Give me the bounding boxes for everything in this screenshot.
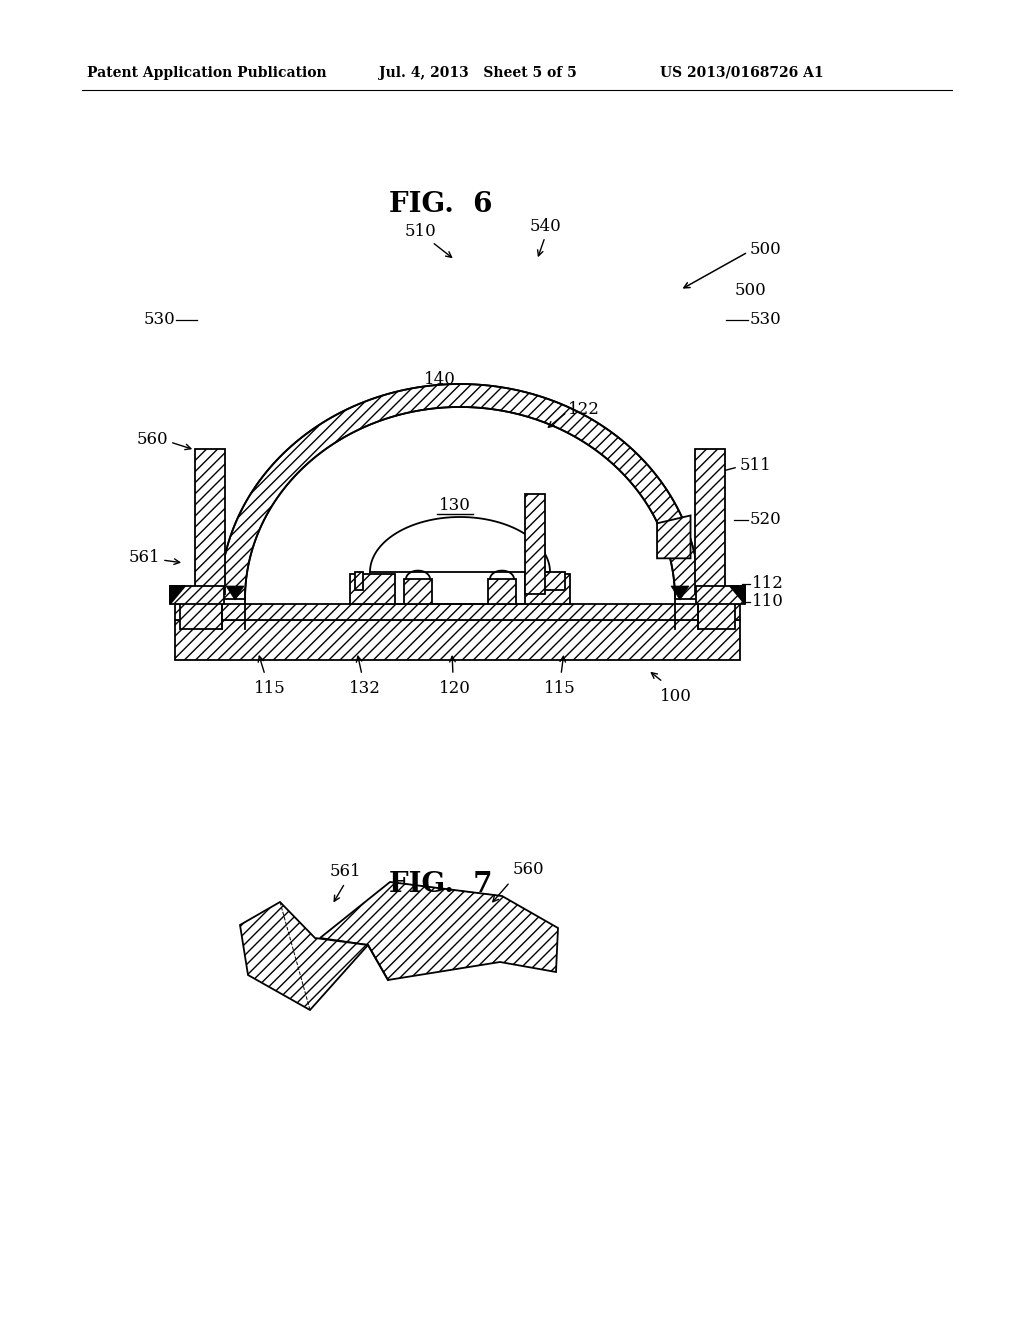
Text: 500: 500 xyxy=(750,242,781,259)
Text: 561: 561 xyxy=(330,863,361,880)
Text: Patent Application Publication: Patent Application Publication xyxy=(87,66,327,79)
Text: 115: 115 xyxy=(544,680,575,697)
Bar xyxy=(350,574,395,605)
Text: 130: 130 xyxy=(439,496,471,513)
Text: FIG.  7: FIG. 7 xyxy=(388,871,493,899)
Text: 500: 500 xyxy=(735,282,767,298)
Bar xyxy=(170,586,224,605)
Text: 510: 510 xyxy=(404,223,436,240)
Polygon shape xyxy=(170,586,185,605)
Bar xyxy=(525,494,545,594)
Bar xyxy=(175,620,740,660)
Text: Jul. 4, 2013   Sheet 5 of 5: Jul. 4, 2013 Sheet 5 of 5 xyxy=(379,66,577,79)
Text: 511: 511 xyxy=(740,457,772,474)
Text: 132: 132 xyxy=(349,680,381,697)
Bar xyxy=(525,574,570,605)
Text: 530: 530 xyxy=(750,312,781,329)
Polygon shape xyxy=(226,586,244,601)
Text: 110: 110 xyxy=(752,594,784,610)
Text: 561: 561 xyxy=(128,549,160,566)
Bar xyxy=(404,579,432,605)
Bar xyxy=(175,605,740,620)
Polygon shape xyxy=(220,384,700,599)
Text: 560: 560 xyxy=(513,861,545,878)
Polygon shape xyxy=(544,572,565,590)
Text: 122: 122 xyxy=(568,401,600,418)
Text: FIG.  6: FIG. 6 xyxy=(388,191,493,218)
Text: 140: 140 xyxy=(424,371,456,388)
Polygon shape xyxy=(240,902,368,1010)
Polygon shape xyxy=(319,882,558,979)
Text: 120: 120 xyxy=(439,680,471,697)
Text: 115: 115 xyxy=(254,680,286,697)
Bar xyxy=(695,449,725,594)
Polygon shape xyxy=(657,516,690,558)
Bar xyxy=(195,449,225,594)
Text: US 2013/0168726 A1: US 2013/0168726 A1 xyxy=(660,66,824,79)
Text: 100: 100 xyxy=(660,688,692,705)
Bar xyxy=(488,579,516,605)
Text: 112: 112 xyxy=(752,576,784,593)
Polygon shape xyxy=(671,586,689,601)
Polygon shape xyxy=(354,572,364,590)
Polygon shape xyxy=(370,517,550,572)
Text: 560: 560 xyxy=(136,432,168,449)
Bar xyxy=(698,597,735,630)
Bar xyxy=(696,586,745,605)
Bar xyxy=(180,597,222,630)
Text: 520: 520 xyxy=(750,511,781,528)
Polygon shape xyxy=(730,586,745,605)
Text: 540: 540 xyxy=(530,218,562,235)
Text: 530: 530 xyxy=(143,312,175,329)
